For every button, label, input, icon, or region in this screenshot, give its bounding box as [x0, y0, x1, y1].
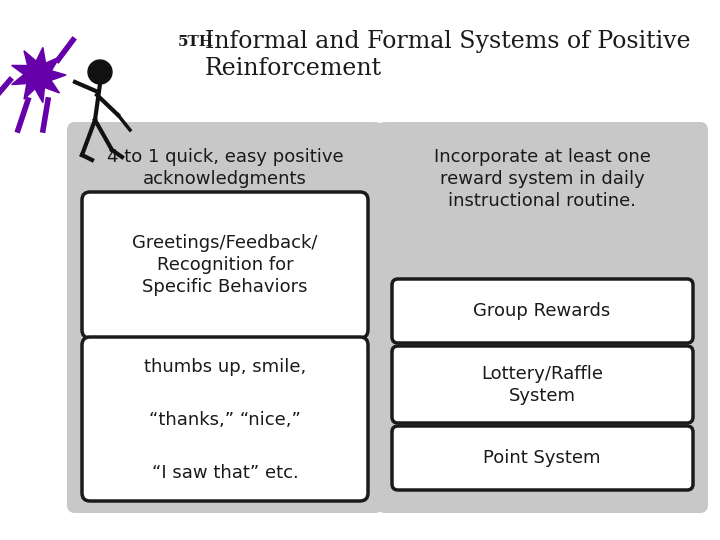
FancyBboxPatch shape: [67, 122, 383, 513]
Text: thumbs up, smile,

“thanks,” “nice,”

“I saw that” etc.: thumbs up, smile, “thanks,” “nice,” “I s…: [144, 358, 306, 482]
FancyBboxPatch shape: [392, 279, 693, 343]
Text: 5TH: 5TH: [178, 35, 214, 49]
Text: Greetings/Feedback/
Recognition for
Specific Behaviors: Greetings/Feedback/ Recognition for Spec…: [132, 234, 318, 296]
Text: 4 to 1 quick, easy positive
acknowledgments: 4 to 1 quick, easy positive acknowledgme…: [107, 148, 343, 188]
Text: Group Rewards: Group Rewards: [473, 302, 611, 320]
Polygon shape: [12, 48, 66, 103]
Text: Lottery/Raffle
System: Lottery/Raffle System: [481, 365, 603, 405]
FancyBboxPatch shape: [392, 426, 693, 490]
FancyBboxPatch shape: [392, 346, 693, 423]
Circle shape: [88, 60, 112, 84]
Text: Informal and Formal Systems of Positive
Reinforcement: Informal and Formal Systems of Positive …: [205, 30, 690, 79]
FancyBboxPatch shape: [82, 337, 368, 501]
FancyBboxPatch shape: [377, 122, 708, 513]
Text: Incorporate at least one
reward system in daily
instructional routine.: Incorporate at least one reward system i…: [433, 148, 650, 211]
FancyBboxPatch shape: [82, 192, 368, 338]
Text: Point System: Point System: [483, 449, 600, 467]
